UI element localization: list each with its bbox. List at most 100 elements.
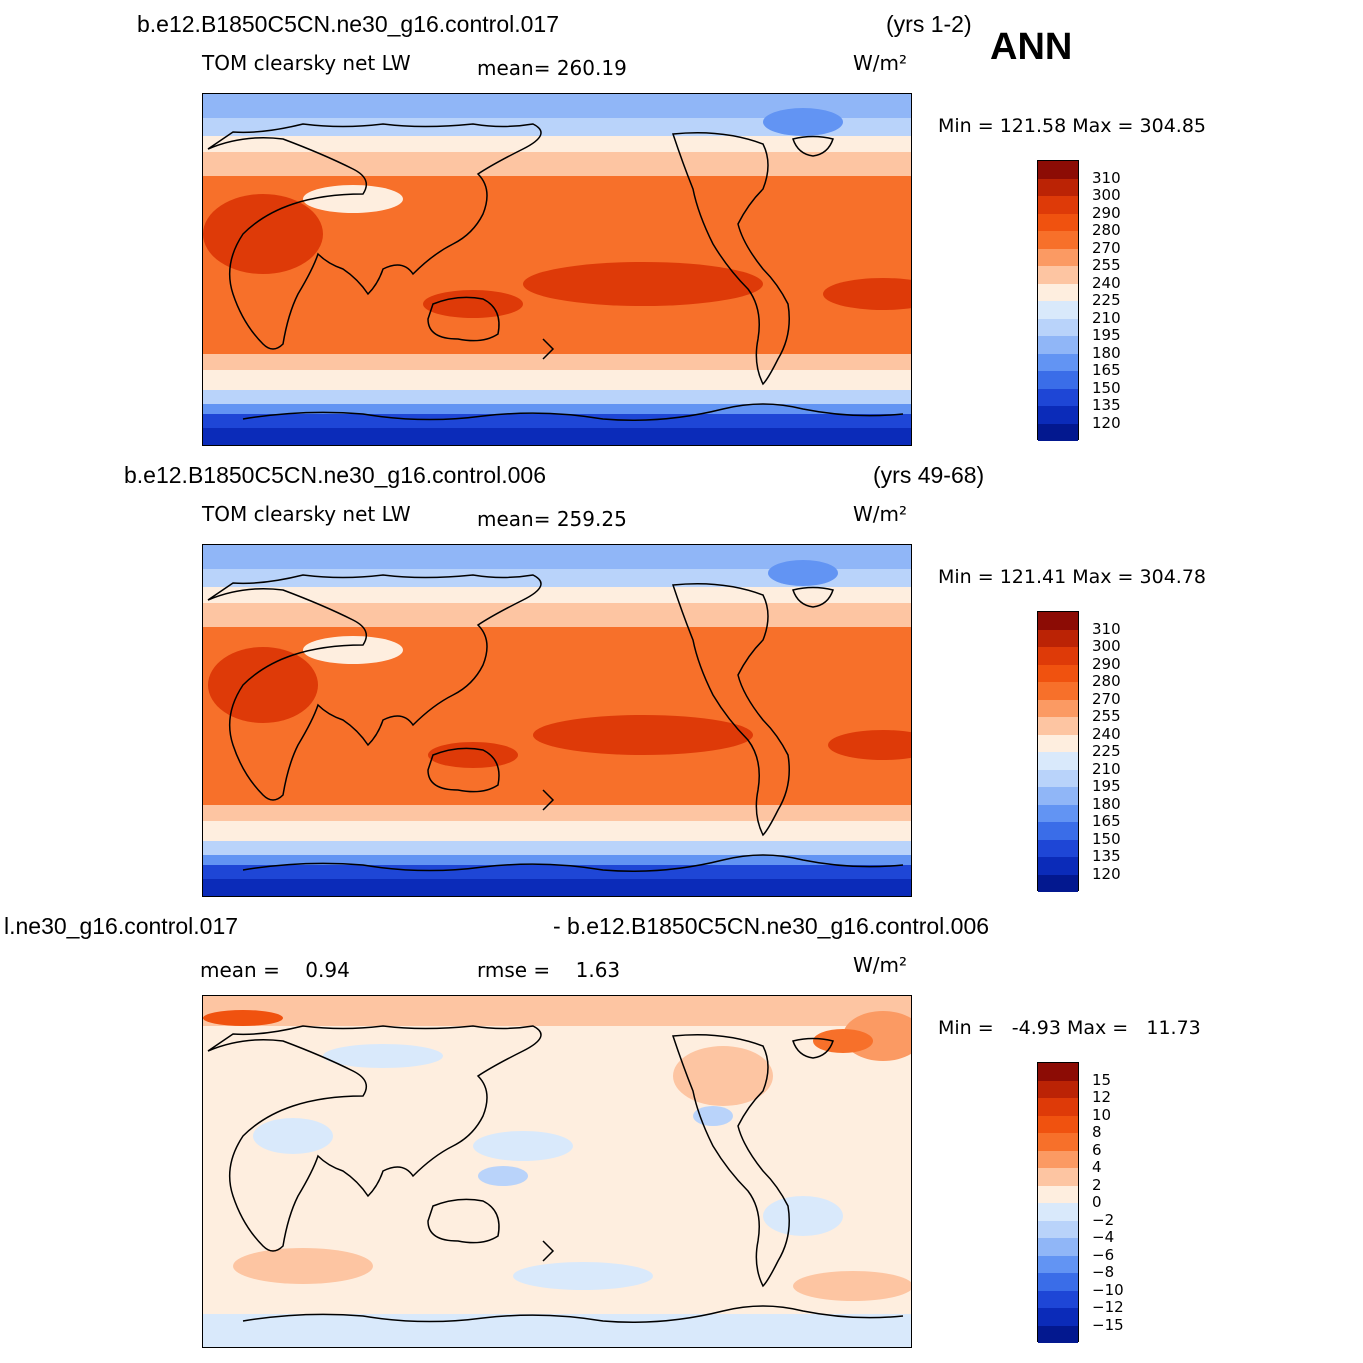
colorbar-1-swatch bbox=[1038, 336, 1078, 354]
case-name-3a: l.ne30_g16.control.017 bbox=[4, 913, 239, 939]
colorbar-2-label: 165 bbox=[1092, 812, 1121, 830]
map-panel-2 bbox=[202, 544, 912, 897]
colorbar-2-swatch bbox=[1038, 839, 1078, 857]
colorbar-1-label: 210 bbox=[1092, 308, 1121, 327]
colorbar-2-swatch bbox=[1038, 734, 1078, 752]
colorbar-3-label: 10 bbox=[1092, 1105, 1112, 1124]
colorbar-2-label: 270 bbox=[1092, 689, 1121, 708]
colorbar-1-swatch bbox=[1038, 283, 1078, 301]
colorbar-2-swatch bbox=[1038, 822, 1078, 840]
colorbar-2-label: 255 bbox=[1092, 707, 1121, 725]
colorbar-3-swatch bbox=[1038, 1150, 1078, 1168]
colorbar-3-label: −8 bbox=[1092, 1263, 1115, 1281]
colorbar-3-label: 0 bbox=[1092, 1193, 1102, 1211]
colorbar-1-label: 150 bbox=[1092, 378, 1121, 397]
colorbar-3-swatch bbox=[1038, 1168, 1078, 1186]
colorbar-2-swatch bbox=[1038, 699, 1078, 717]
colorbar-1-swatch bbox=[1038, 178, 1078, 196]
colorbar-1-label: 255 bbox=[1092, 256, 1121, 274]
colorbar-1-swatch bbox=[1038, 406, 1078, 424]
colorbar-3-label: 12 bbox=[1092, 1088, 1112, 1106]
colorbar-2-label: 195 bbox=[1092, 777, 1121, 795]
colorbar-2-swatch bbox=[1038, 717, 1078, 735]
colorbar-2-swatch bbox=[1038, 629, 1078, 647]
colorbar-1-label: 270 bbox=[1092, 238, 1121, 257]
colorbar-2-label: 120 bbox=[1092, 864, 1121, 883]
colorbar-2-swatch bbox=[1038, 874, 1078, 892]
units-label-1: W/m² bbox=[853, 51, 908, 75]
colorbar-3-swatch bbox=[1038, 1098, 1078, 1116]
colorbar-3-label: 4 bbox=[1092, 1158, 1102, 1176]
colorbar-3-label: 2 bbox=[1092, 1175, 1102, 1194]
colorbar-3-swatch bbox=[1038, 1203, 1078, 1221]
colorbar-3-label: −15 bbox=[1092, 1315, 1124, 1334]
colorbar-1-swatch bbox=[1038, 266, 1078, 284]
contour-map-1 bbox=[203, 94, 911, 445]
colorbar-1-label: 300 bbox=[1092, 186, 1121, 204]
mean-label-3: mean = 0.94 bbox=[200, 958, 350, 982]
colorbar-1-swatch bbox=[1038, 371, 1078, 389]
colorbar-2-label: 240 bbox=[1092, 724, 1121, 743]
colorbar-3-swatch bbox=[1038, 1273, 1078, 1291]
colorbar-3-label: 6 bbox=[1092, 1140, 1102, 1159]
colorbar-2-label: 290 bbox=[1092, 654, 1121, 673]
colorbar-3-swatch bbox=[1038, 1220, 1078, 1238]
colorbar-1-swatch bbox=[1038, 353, 1078, 371]
colorbar-2-label: 310 bbox=[1092, 619, 1121, 638]
colorbar-2-label: 150 bbox=[1092, 829, 1121, 848]
colorbar-3-label: −4 bbox=[1092, 1228, 1115, 1246]
colorbar-3-label: −12 bbox=[1092, 1298, 1124, 1316]
variable-label-1: TOM clearsky net LW bbox=[202, 51, 411, 75]
colorbar-1-swatch bbox=[1038, 318, 1078, 336]
colorbar-2-swatch bbox=[1038, 769, 1078, 787]
colorbar-3-label: −10 bbox=[1092, 1280, 1124, 1299]
colorbar-3-label: −2 bbox=[1092, 1210, 1115, 1229]
colorbar-2-swatch bbox=[1038, 682, 1078, 700]
mean-label-2: mean= 259.25 bbox=[477, 507, 627, 531]
colorbar-2 bbox=[1037, 611, 1079, 892]
colorbar-1-label: 240 bbox=[1092, 273, 1121, 292]
mean-label-1: mean= 260.19 bbox=[477, 56, 627, 80]
colorbar-3 bbox=[1037, 1062, 1079, 1343]
colorbar-1-label: 165 bbox=[1092, 361, 1121, 379]
minmax-label-2: Min = 121.41 Max = 304.78 bbox=[938, 566, 1206, 588]
colorbar-1-swatch bbox=[1038, 388, 1078, 406]
colorbar-2-label: 210 bbox=[1092, 759, 1121, 778]
colorbar-3-label: −6 bbox=[1092, 1245, 1115, 1264]
colorbar-3-swatch bbox=[1038, 1185, 1078, 1203]
colorbar-1-swatch bbox=[1038, 248, 1078, 266]
colorbar-3-swatch bbox=[1038, 1063, 1078, 1081]
case-name-1: b.e12.B1850C5CN.ne30_g16.control.017 bbox=[137, 11, 559, 37]
colorbar-1 bbox=[1037, 160, 1079, 441]
colorbar-2-swatch bbox=[1038, 787, 1078, 805]
colorbar-1-swatch bbox=[1038, 423, 1078, 441]
colorbar-1-label: 120 bbox=[1092, 413, 1121, 432]
colorbar-3-swatch bbox=[1038, 1238, 1078, 1256]
units-label-2: W/m² bbox=[853, 502, 908, 526]
colorbar-2-label: 180 bbox=[1092, 794, 1121, 813]
minmax-label-1: Min = 121.58 Max = 304.85 bbox=[938, 115, 1206, 137]
colorbar-3-swatch bbox=[1038, 1325, 1078, 1343]
colorbar-1-label: 310 bbox=[1092, 168, 1121, 187]
colorbar-2-swatch bbox=[1038, 647, 1078, 665]
colorbar-3-swatch bbox=[1038, 1133, 1078, 1151]
colorbar-2-label: 135 bbox=[1092, 847, 1121, 865]
colorbar-3-swatch bbox=[1038, 1115, 1078, 1133]
colorbar-3-swatch bbox=[1038, 1290, 1078, 1308]
colorbar-1-swatch bbox=[1038, 213, 1078, 231]
colorbar-1-label: 225 bbox=[1092, 291, 1121, 309]
colorbar-3-swatch bbox=[1038, 1308, 1078, 1326]
colorbar-2-label: 300 bbox=[1092, 637, 1121, 655]
colorbar-1-swatch bbox=[1038, 301, 1078, 319]
colorbar-1-label: 135 bbox=[1092, 396, 1121, 414]
colorbar-2-swatch bbox=[1038, 612, 1078, 630]
colorbar-2-swatch bbox=[1038, 804, 1078, 822]
case-name-3b: - b.e12.B1850C5CN.ne30_g16.control.006 bbox=[553, 913, 990, 939]
contour-map-2 bbox=[203, 545, 911, 896]
colorbar-2-swatch bbox=[1038, 664, 1078, 682]
colorbar-2-label: 280 bbox=[1092, 672, 1121, 690]
colorbar-1-swatch bbox=[1038, 231, 1078, 249]
colorbar-1-label: 280 bbox=[1092, 221, 1121, 239]
colorbar-3-label: 15 bbox=[1092, 1070, 1112, 1089]
colorbar-1-label: 195 bbox=[1092, 326, 1121, 344]
